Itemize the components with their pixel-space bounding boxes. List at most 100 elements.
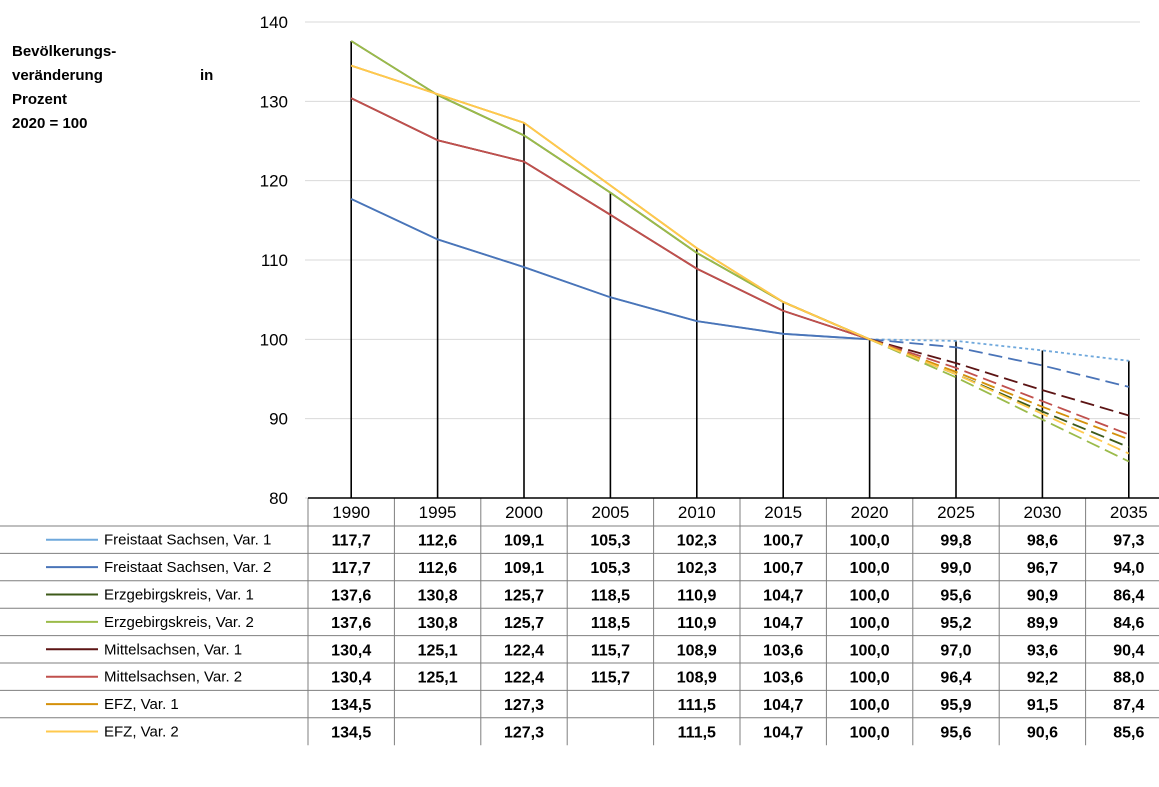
data-label: 108,9: [677, 670, 717, 687]
data-label: 92,2: [1027, 670, 1058, 687]
data-label: 84,6: [1113, 615, 1144, 632]
data-table: 1990 1995 2000 2005 2010 2015 2020 2025 2030 2035…: [0, 497, 1159, 746]
series-line-history: [350, 198, 870, 341]
legend-label: Erzgebirgskreis, Var. 1: [104, 587, 254, 604]
data-label: 99,0: [940, 560, 971, 577]
legend-label: EFZ, Var. 1: [104, 696, 179, 713]
y-tick-label: 100: [260, 330, 288, 349]
legend-label: Mittelsachsen, Var. 1: [104, 641, 242, 658]
legend-label: EFZ, Var. 2: [104, 724, 179, 741]
data-label: 86,4: [1113, 588, 1144, 605]
y-axis-label-line: veränderung: [12, 67, 103, 84]
data-label: 134,5: [331, 725, 371, 742]
data-label: 104,7: [763, 725, 803, 742]
data-label: 110,9: [677, 615, 716, 632]
x-tick-label: 2005: [591, 503, 629, 522]
data-label: 118,5: [591, 615, 630, 632]
data-label: 115,7: [591, 642, 630, 659]
data-label: 118,5: [591, 588, 630, 605]
data-label: 103,6: [763, 642, 803, 659]
data-label: 95,6: [940, 725, 971, 742]
data-label: 95,6: [940, 588, 971, 605]
legend-label: Erzgebirgskreis, Var. 2: [104, 614, 254, 631]
data-label: 94,0: [1113, 560, 1144, 577]
data-label: 98,6: [1027, 533, 1058, 550]
y-tick-label: 140: [260, 13, 288, 32]
data-label: 100,0: [850, 697, 890, 714]
series-line-projection: [869, 338, 1130, 436]
y-tick-label: 110: [261, 251, 288, 270]
series-line-projection: [869, 338, 1130, 388]
data-label: 93,6: [1027, 642, 1058, 659]
series-line-history: [350, 64, 870, 341]
data-label: 88,0: [1113, 670, 1144, 687]
data-label: 127,3: [504, 725, 544, 742]
data-label: 134,5: [331, 697, 371, 714]
data-label: 111,5: [678, 697, 716, 714]
data-label: 87,4: [1113, 697, 1144, 714]
series-line-projection: [869, 338, 1130, 417]
data-label: 109,1: [504, 560, 544, 577]
x-tick-label: 2015: [764, 503, 802, 522]
y-axis-label: Bevölkerungs- veränderung in Prozent 202…: [12, 43, 213, 132]
data-label: 95,9: [940, 697, 971, 714]
data-label: 127,3: [504, 697, 544, 714]
data-label: 102,3: [677, 560, 717, 577]
x-tick-label: 2000: [505, 503, 543, 522]
data-label: 100,0: [850, 642, 890, 659]
data-label: 130,4: [331, 642, 371, 659]
data-label: 137,6: [331, 615, 371, 632]
data-label: 125,7: [504, 615, 544, 632]
data-label: 100,0: [850, 533, 890, 550]
y-axis-label-line: Bevölkerungs-: [12, 43, 116, 60]
data-label: 104,7: [763, 615, 803, 632]
gridlines: [305, 21, 1140, 499]
series-line-projection: [869, 338, 1129, 362]
legend-label: Freistaat Sachsen, Var. 1: [104, 532, 271, 549]
data-label: 90,9: [1027, 588, 1058, 605]
data-label: 130,8: [418, 615, 458, 632]
data-label: 100,0: [850, 588, 890, 605]
x-tick-label: 2020: [851, 503, 889, 522]
data-label: 90,6: [1027, 725, 1058, 742]
y-axis-label-line: Prozent: [12, 91, 67, 108]
data-label: 109,1: [504, 533, 544, 550]
data-label: 100,0: [850, 725, 890, 742]
series-line-projection: [869, 338, 1130, 463]
series-lines: [350, 40, 1130, 463]
data-label: 112,6: [418, 533, 457, 550]
data-label: 100,0: [850, 615, 890, 632]
data-label: 117,7: [332, 533, 371, 550]
data-label: 96,4: [940, 670, 971, 687]
y-tick-label: 120: [260, 172, 288, 191]
legend-label: Freistaat Sachsen, Var. 2: [104, 559, 271, 576]
data-label: 115,7: [591, 670, 630, 687]
data-label: 125,1: [418, 670, 458, 687]
x-tick-label: 2035: [1110, 503, 1148, 522]
data-label: 95,2: [940, 615, 971, 632]
y-axis-ticks: 80 90 100 110 120 130 140: [260, 13, 288, 508]
series-line-projection: [869, 338, 1130, 455]
data-label: 111,5: [678, 725, 716, 742]
y-axis-label-line: 2020 = 100: [12, 115, 88, 132]
data-label: 104,7: [763, 697, 803, 714]
data-label: 122,4: [504, 670, 544, 687]
data-label: 125,1: [418, 642, 458, 659]
data-label: 137,6: [331, 588, 371, 605]
data-label: 90,4: [1113, 642, 1144, 659]
legend-label: Mittelsachsen, Var. 2: [104, 669, 242, 686]
data-label: 103,6: [763, 670, 803, 687]
data-label: 117,7: [332, 560, 371, 577]
data-label: 112,6: [418, 560, 457, 577]
series-line-projection: [869, 338, 1130, 441]
x-tick-label: 2010: [678, 503, 716, 522]
data-label: 130,8: [418, 588, 458, 605]
data-label: 102,3: [677, 533, 717, 550]
data-label: 97,3: [1113, 533, 1144, 550]
drop-lines: [350, 41, 1130, 498]
data-label: 105,3: [590, 533, 630, 550]
series-line-history: [350, 97, 870, 341]
data-label: 100,0: [850, 560, 890, 577]
data-label: 85,6: [1113, 725, 1144, 742]
data-label: 96,7: [1027, 560, 1058, 577]
